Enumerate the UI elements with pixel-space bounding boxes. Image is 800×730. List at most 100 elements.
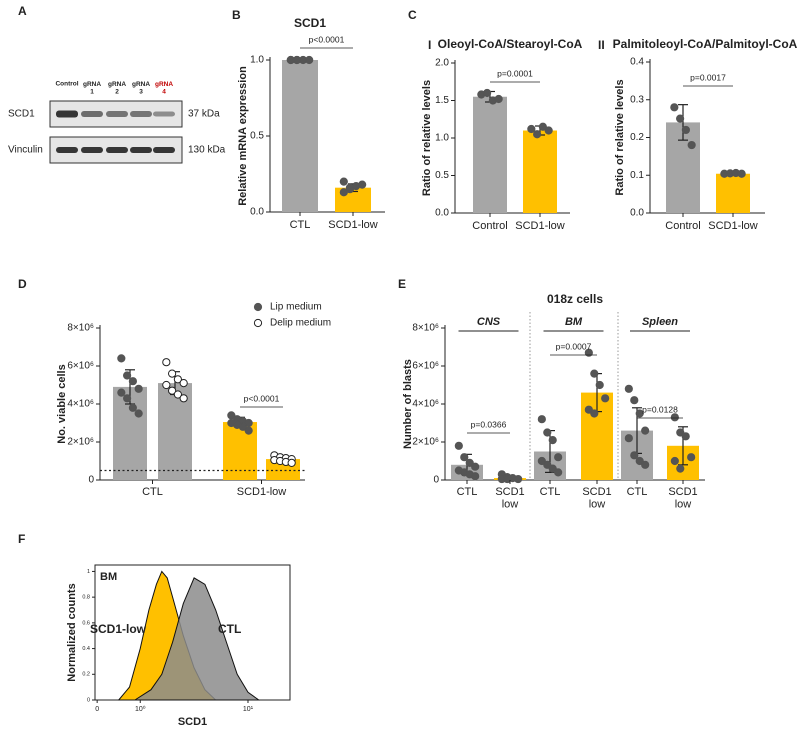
chart-title: SCD1 bbox=[294, 16, 326, 30]
data-point bbox=[465, 458, 474, 467]
y-tick-label: 0.8 bbox=[82, 595, 90, 601]
y-tick-label: 1 bbox=[87, 569, 90, 575]
data-point bbox=[681, 432, 690, 441]
data-point bbox=[676, 114, 685, 123]
data-point bbox=[162, 358, 171, 367]
protein-size: 37 kDa bbox=[188, 109, 220, 120]
panel-letter: E bbox=[398, 277, 406, 291]
blot-band bbox=[130, 111, 152, 117]
blot-band bbox=[153, 111, 175, 117]
data-point bbox=[358, 180, 367, 189]
data-point bbox=[635, 456, 644, 466]
data-point bbox=[117, 354, 126, 363]
data-point bbox=[123, 371, 132, 380]
data-point bbox=[123, 394, 132, 403]
x-tick-label: CTL bbox=[627, 486, 648, 498]
data-point bbox=[537, 456, 546, 466]
x-tick-label: SCD1 low bbox=[495, 486, 524, 511]
chart-title: Oleoyl-CoA/Stearoyl-CoA bbox=[438, 37, 583, 51]
data-point bbox=[544, 126, 553, 135]
legend-label: Lip medium bbox=[270, 302, 322, 313]
data-point bbox=[292, 55, 302, 65]
histogram-curve bbox=[133, 577, 261, 701]
data-point bbox=[601, 394, 610, 403]
y-tick-label: 6×10⁶ bbox=[67, 361, 94, 372]
panel-letter: B bbox=[232, 8, 241, 22]
bar bbox=[282, 60, 318, 212]
data-point bbox=[179, 394, 188, 403]
data-point bbox=[514, 474, 523, 484]
data-point bbox=[554, 468, 563, 477]
x-tick-label: 10¹ bbox=[243, 706, 254, 713]
y-tick-label: 0.2 bbox=[82, 672, 90, 678]
y-tick-label: 0.1 bbox=[630, 170, 644, 181]
data-point bbox=[590, 409, 599, 418]
data-point bbox=[134, 409, 143, 418]
protein-label: Vinculin bbox=[8, 145, 43, 156]
data-point bbox=[238, 422, 247, 431]
data-point bbox=[670, 103, 679, 112]
x-tick-label: 10⁰ bbox=[135, 705, 146, 713]
y-tick-label: 2.0 bbox=[435, 58, 449, 69]
data-point bbox=[339, 177, 348, 186]
data-point bbox=[460, 453, 469, 462]
blot-band bbox=[130, 147, 152, 153]
data-point bbox=[630, 396, 639, 405]
y-tick-label: 1.0 bbox=[250, 55, 264, 66]
protein-size: 130 kDa bbox=[188, 145, 226, 156]
y-tick-label: 6×10⁶ bbox=[412, 361, 439, 372]
data-point bbox=[173, 375, 182, 384]
x-axis-label: SCD1 bbox=[178, 716, 207, 728]
x-tick-label: SCD1-low bbox=[328, 219, 378, 231]
data-point bbox=[533, 130, 542, 139]
data-point bbox=[670, 413, 679, 422]
data-point bbox=[454, 441, 463, 450]
y-tick-label: 0 bbox=[87, 697, 90, 703]
data-point bbox=[543, 460, 552, 469]
x-tick-label: CTL bbox=[142, 486, 163, 498]
y-tick-label: 1.5 bbox=[435, 95, 449, 106]
data-point bbox=[162, 380, 171, 390]
data-point bbox=[548, 436, 557, 445]
y-tick-label: 4×10⁶ bbox=[412, 399, 439, 410]
y-tick-label: 0.3 bbox=[630, 94, 644, 105]
data-point bbox=[527, 124, 536, 134]
data-point bbox=[687, 140, 696, 150]
y-tick-label: 0.6 bbox=[82, 620, 90, 626]
data-point bbox=[670, 456, 679, 466]
y-tick-label: 8×10⁶ bbox=[67, 323, 94, 334]
y-tick-label: 0.0 bbox=[630, 208, 644, 219]
p-value: p=0.0001 bbox=[497, 68, 533, 78]
y-axis-label: Relative mRNA expression bbox=[237, 66, 249, 206]
data-point bbox=[179, 379, 188, 388]
series-label: CTL bbox=[218, 622, 241, 636]
p-value: p=0.0017 bbox=[690, 72, 726, 82]
bar bbox=[473, 96, 507, 213]
y-axis-label: Ratio of relative levels bbox=[614, 79, 626, 195]
y-tick-label: 0.0 bbox=[250, 207, 264, 218]
x-tick-label: 0 bbox=[95, 706, 99, 713]
data-point bbox=[244, 426, 253, 435]
data-point bbox=[537, 415, 546, 424]
data-point bbox=[503, 474, 512, 484]
panel-letter: I bbox=[428, 38, 431, 52]
data-point bbox=[543, 428, 552, 437]
series-label: SCD1-low bbox=[90, 622, 147, 636]
y-tick-label: 8×10⁶ bbox=[412, 323, 439, 334]
x-tick-label: CTL bbox=[457, 486, 478, 498]
data-point bbox=[630, 451, 639, 460]
data-point bbox=[548, 464, 557, 473]
y-tick-label: 0.4 bbox=[630, 57, 644, 68]
p-value: p=0.0128 bbox=[642, 404, 678, 414]
data-point bbox=[471, 472, 480, 481]
lane-label: gRNA 4 bbox=[155, 81, 173, 95]
blot-band bbox=[106, 147, 128, 153]
x-tick-label: Control bbox=[472, 220, 507, 232]
data-point bbox=[128, 403, 137, 412]
blot-band bbox=[81, 111, 103, 117]
y-tick-label: 2×10⁶ bbox=[412, 437, 439, 448]
data-point bbox=[681, 125, 690, 135]
blot-band bbox=[56, 147, 78, 153]
data-point bbox=[641, 426, 650, 435]
